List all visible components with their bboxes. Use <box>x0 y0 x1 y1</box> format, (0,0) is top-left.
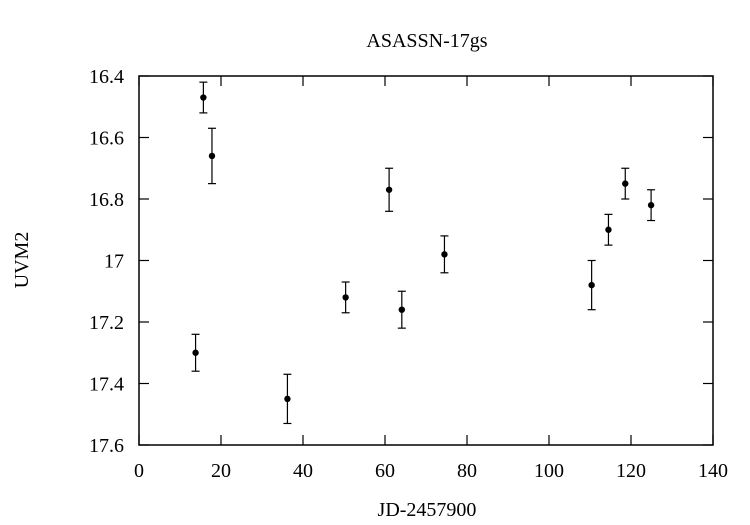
data-point <box>441 251 448 258</box>
y-tick-label: 17 <box>104 251 124 273</box>
y-tick-label: 17.6 <box>89 435 124 457</box>
x-tick-label: 80 <box>457 460 477 482</box>
data-point <box>284 395 291 403</box>
data-point <box>200 94 207 101</box>
y-tick-label: 16.4 <box>89 66 124 88</box>
y-tick-label: 16.6 <box>89 128 124 150</box>
data-point <box>342 294 349 301</box>
data-point <box>647 201 655 209</box>
x-tick-label: 0 <box>134 460 144 482</box>
x-tick-label: 140 <box>698 460 728 482</box>
x-tick-label: 120 <box>616 460 646 482</box>
y-tick-label: 16.8 <box>89 189 124 211</box>
data-point <box>192 349 199 356</box>
ticks-layer: 0 20 40 60 80 100 120 140 16.4 16.6 16.8 17 17.2 17.4… <box>89 66 728 482</box>
data-point <box>208 152 216 160</box>
chart-title: ASASSN-17gs <box>366 30 487 52</box>
data-point <box>588 281 595 289</box>
data-point <box>605 226 612 233</box>
x-axis-label: JD-2457900 <box>378 499 477 521</box>
data-point <box>622 180 629 187</box>
data-point <box>398 306 406 313</box>
errorbar-layer <box>191 81 656 425</box>
y-tick-label: 17.4 <box>89 374 124 396</box>
x-tick-label: 40 <box>293 460 313 482</box>
points-layer <box>192 94 655 403</box>
x-tick-label: 20 <box>211 460 231 482</box>
plot-frame <box>138 75 714 446</box>
y-axis-label: UVM2 <box>11 232 33 289</box>
y-tick-label: 17.2 <box>89 312 124 334</box>
data-point <box>385 186 393 193</box>
x-tick-label: 60 <box>375 460 395 482</box>
x-tick-label: 100 <box>534 460 564 482</box>
